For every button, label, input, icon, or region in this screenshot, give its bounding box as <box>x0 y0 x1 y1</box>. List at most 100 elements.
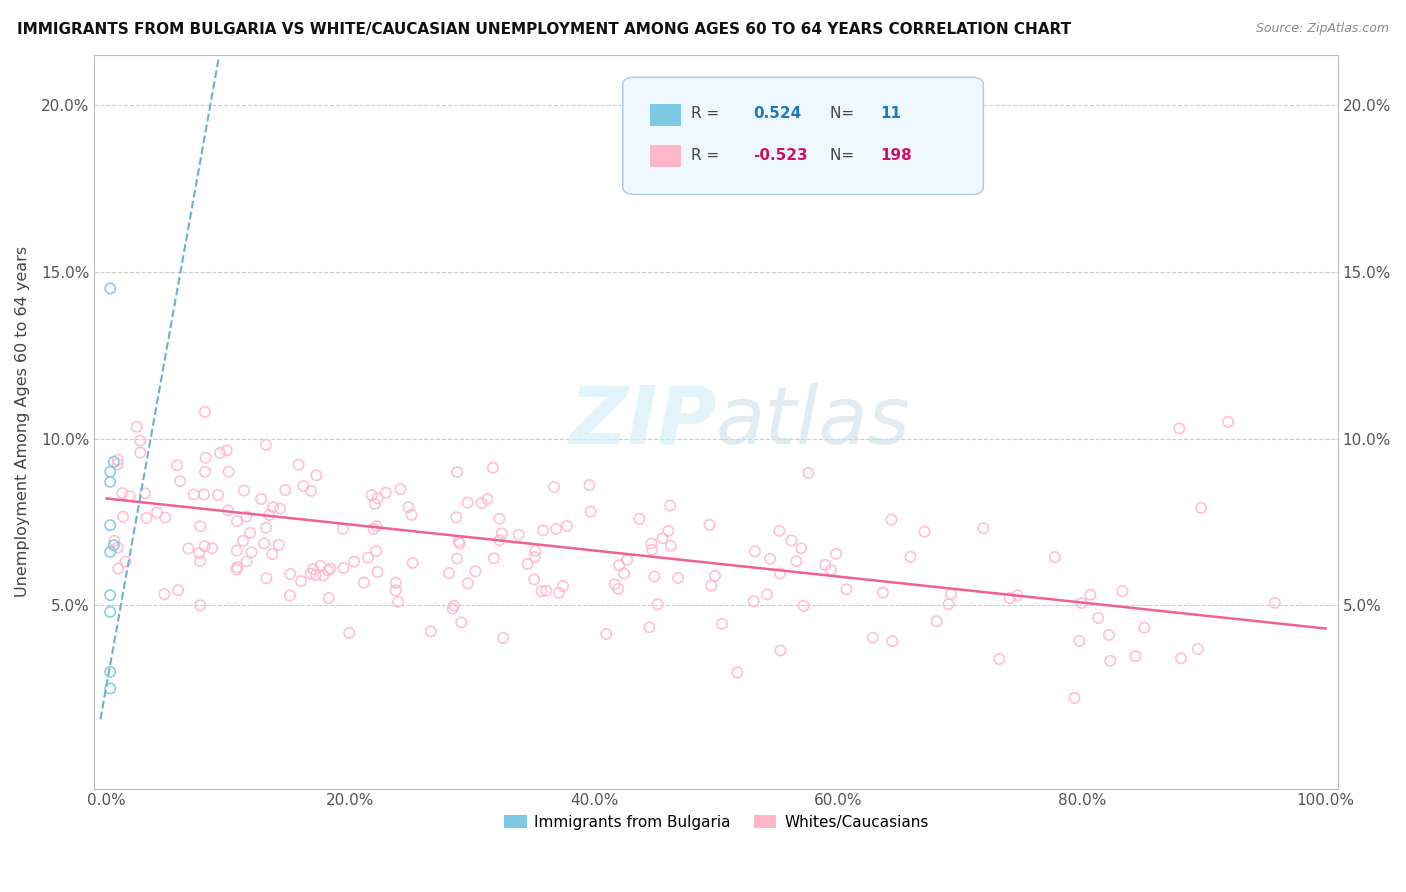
Point <box>464 564 486 578</box>
Point <box>332 522 354 536</box>
Point <box>209 446 232 460</box>
Point <box>207 488 229 502</box>
Point <box>153 587 176 601</box>
Point <box>114 555 136 569</box>
Point <box>1070 596 1092 610</box>
Point <box>437 566 460 580</box>
Point <box>103 533 125 548</box>
Point <box>269 501 291 516</box>
Point <box>457 496 479 510</box>
Text: IMMIGRANTS FROM BULGARIA VS WHITE/CAUCASIAN UNEMPLOYMENT AMONG AGES 60 TO 64 YEA: IMMIGRANTS FROM BULGARIA VS WHITE/CAUCAS… <box>17 22 1071 37</box>
Point <box>524 544 547 558</box>
Point <box>759 551 782 566</box>
Point <box>814 558 837 572</box>
Point <box>603 577 626 591</box>
Point <box>233 483 256 498</box>
Point <box>482 460 505 475</box>
Text: Source: ZipAtlas.com: Source: ZipAtlas.com <box>1256 22 1389 36</box>
Point <box>555 519 578 533</box>
Point <box>659 539 682 553</box>
Point <box>357 550 380 565</box>
Point <box>287 458 309 472</box>
Text: R =: R = <box>692 148 724 163</box>
Text: N=: N= <box>831 148 859 163</box>
Point <box>194 465 217 479</box>
Point <box>446 465 468 479</box>
Text: -0.523: -0.523 <box>754 148 808 163</box>
Point <box>449 537 471 551</box>
Point <box>457 576 479 591</box>
Point <box>988 652 1011 666</box>
Point <box>1111 584 1133 599</box>
Point <box>482 551 505 566</box>
Point <box>183 487 205 501</box>
Point <box>364 497 387 511</box>
Point <box>177 541 200 556</box>
Point <box>659 499 682 513</box>
Point <box>607 582 630 596</box>
Point <box>700 579 723 593</box>
Point <box>1063 690 1085 705</box>
Point <box>225 514 247 528</box>
Point <box>188 599 211 613</box>
Point <box>641 542 664 557</box>
Point <box>305 568 328 582</box>
Text: 198: 198 <box>880 148 912 163</box>
Point <box>651 531 673 545</box>
Point <box>1043 550 1066 565</box>
Point <box>262 500 284 515</box>
Point <box>135 511 157 525</box>
Point <box>1099 654 1122 668</box>
Point <box>384 583 406 598</box>
Point <box>155 510 177 524</box>
Point <box>699 517 721 532</box>
Point <box>900 549 922 564</box>
Point <box>235 509 257 524</box>
Point <box>312 568 335 582</box>
Text: N=: N= <box>831 106 859 121</box>
Point <box>194 450 217 465</box>
Point <box>419 624 441 639</box>
Point <box>531 523 554 537</box>
Point <box>194 539 217 553</box>
Point <box>364 544 387 558</box>
FancyBboxPatch shape <box>650 103 682 126</box>
Point <box>446 551 468 566</box>
Point <box>366 519 388 533</box>
Point <box>194 405 217 419</box>
Point <box>387 595 409 609</box>
Point <box>523 550 546 565</box>
Legend: Immigrants from Bulgaria, Whites/Caucasians: Immigrants from Bulgaria, Whites/Caucasi… <box>498 809 935 836</box>
Point <box>107 541 129 555</box>
Point <box>299 483 322 498</box>
Point <box>523 573 546 587</box>
Point <box>443 599 465 613</box>
Point <box>882 634 904 648</box>
Point <box>972 521 994 535</box>
Point <box>299 566 322 581</box>
Point <box>998 591 1021 605</box>
Point <box>441 601 464 615</box>
Point <box>98 681 121 696</box>
Point <box>790 541 813 556</box>
Point <box>262 547 284 561</box>
Point <box>1168 421 1191 435</box>
Point <box>167 583 190 598</box>
Point <box>477 492 499 507</box>
Point <box>107 561 129 575</box>
Text: ZIP: ZIP <box>568 383 716 461</box>
Point <box>98 465 121 479</box>
Point <box>536 583 558 598</box>
Point <box>111 486 134 500</box>
Point <box>657 524 679 538</box>
Point <box>360 488 382 502</box>
Point <box>398 500 420 515</box>
Point <box>193 487 215 501</box>
Point <box>98 518 121 533</box>
Point <box>302 562 325 576</box>
Point <box>725 665 748 680</box>
Point <box>880 513 903 527</box>
Point <box>318 591 340 606</box>
Point <box>98 605 121 619</box>
Point <box>820 563 842 577</box>
